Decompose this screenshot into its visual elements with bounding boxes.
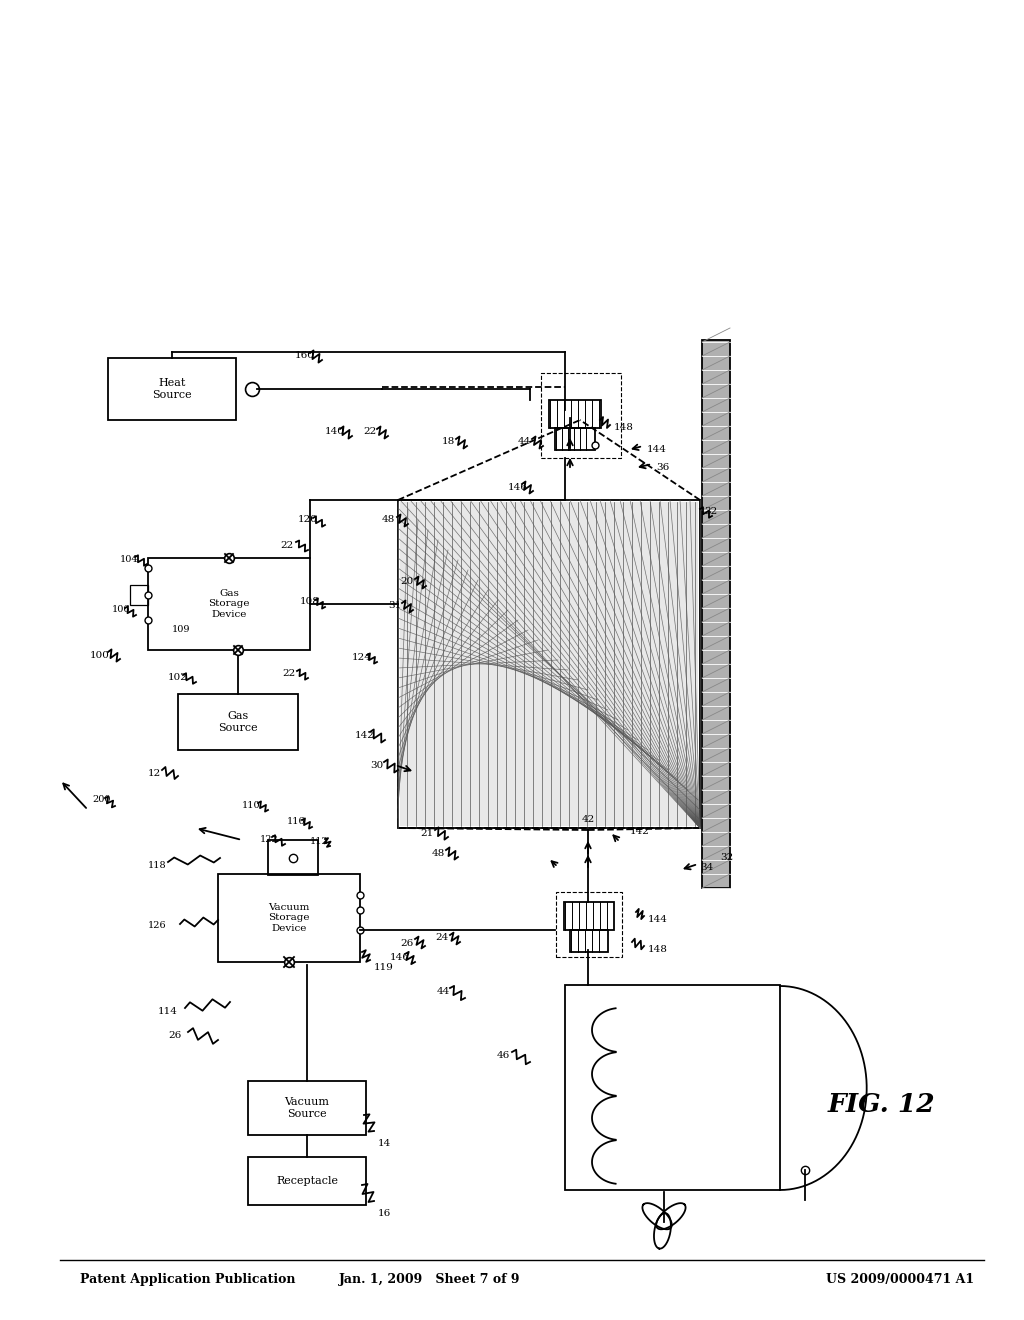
Bar — [702, 341, 730, 888]
Text: Patent Application Publication: Patent Application Publication — [80, 1274, 296, 1287]
Text: 44: 44 — [437, 987, 451, 997]
Text: 12: 12 — [148, 768, 161, 777]
Bar — [248, 1081, 366, 1135]
Text: 34: 34 — [700, 863, 714, 873]
Text: 21: 21 — [420, 829, 433, 837]
Bar — [570, 931, 608, 952]
Text: 112: 112 — [310, 837, 329, 846]
Text: 18: 18 — [442, 437, 456, 446]
Text: 118: 118 — [148, 861, 167, 870]
Text: 22: 22 — [280, 540, 293, 549]
Text: Vacuum
Storage
Device: Vacuum Storage Device — [268, 903, 309, 933]
Bar — [564, 902, 614, 931]
Text: 140: 140 — [325, 428, 345, 437]
Text: 100: 100 — [90, 651, 110, 660]
Bar — [549, 400, 601, 428]
Text: 48: 48 — [432, 849, 445, 858]
Text: 148: 148 — [614, 424, 634, 433]
Text: 116: 116 — [287, 817, 305, 826]
Text: 102: 102 — [168, 673, 187, 682]
Text: 114: 114 — [158, 1007, 178, 1016]
Text: 126: 126 — [148, 920, 167, 929]
Text: 104: 104 — [120, 556, 138, 565]
Text: 44: 44 — [518, 437, 531, 446]
Text: 26: 26 — [168, 1031, 181, 1040]
Text: 20: 20 — [400, 578, 414, 586]
Text: 16: 16 — [378, 1209, 391, 1217]
Bar — [268, 840, 318, 875]
Text: 14: 14 — [378, 1138, 391, 1147]
Text: 110: 110 — [242, 800, 261, 809]
Text: 148: 148 — [648, 945, 668, 954]
Text: Vacuum
Source: Vacuum Source — [285, 1097, 330, 1119]
Text: 144: 144 — [648, 916, 668, 924]
Text: 42: 42 — [582, 816, 595, 825]
Text: 119: 119 — [374, 964, 394, 973]
Text: 48: 48 — [382, 516, 395, 524]
Text: Jan. 1, 2009   Sheet 7 of 9: Jan. 1, 2009 Sheet 7 of 9 — [339, 1274, 521, 1287]
Text: Gas
Storage
Device: Gas Storage Device — [208, 589, 250, 619]
Text: 142: 142 — [355, 730, 375, 739]
Text: 146: 146 — [508, 483, 528, 491]
Text: 30: 30 — [370, 760, 383, 770]
Text: 109: 109 — [172, 626, 190, 635]
Text: Receptacle: Receptacle — [276, 1176, 338, 1185]
Text: 36: 36 — [656, 463, 670, 473]
Text: US 2009/0000471 A1: US 2009/0000471 A1 — [826, 1274, 974, 1287]
Bar — [541, 374, 621, 458]
Text: 22: 22 — [362, 428, 376, 437]
Bar — [148, 558, 310, 649]
Text: Heat
Source: Heat Source — [153, 379, 191, 400]
Bar — [130, 585, 148, 605]
Text: 31: 31 — [388, 602, 401, 610]
Bar — [555, 428, 595, 450]
Text: 106: 106 — [112, 606, 130, 615]
Text: 22: 22 — [282, 669, 295, 678]
Text: 144: 144 — [647, 446, 667, 454]
Bar — [565, 985, 780, 1191]
Text: 32: 32 — [705, 507, 717, 516]
Bar — [248, 1158, 366, 1205]
Bar — [108, 358, 236, 420]
Text: 160: 160 — [295, 351, 314, 360]
Text: 46: 46 — [497, 1051, 510, 1060]
Bar — [178, 694, 298, 750]
Bar — [556, 892, 622, 957]
Text: 24: 24 — [435, 933, 449, 942]
Text: 120: 120 — [298, 516, 317, 524]
Bar — [400, 502, 698, 826]
Text: 108: 108 — [300, 598, 319, 606]
Text: FIG. 12: FIG. 12 — [828, 1093, 936, 1118]
Text: 124: 124 — [352, 653, 372, 663]
Text: 26: 26 — [400, 939, 414, 948]
Bar — [400, 502, 698, 826]
Text: 142: 142 — [630, 828, 650, 837]
Text: 200: 200 — [92, 796, 111, 804]
Bar — [398, 500, 700, 828]
Text: 122: 122 — [260, 836, 279, 845]
Text: 146: 146 — [390, 953, 410, 961]
Bar — [218, 874, 360, 962]
Text: 32: 32 — [720, 854, 733, 862]
Text: Gas
Source: Gas Source — [218, 711, 258, 733]
